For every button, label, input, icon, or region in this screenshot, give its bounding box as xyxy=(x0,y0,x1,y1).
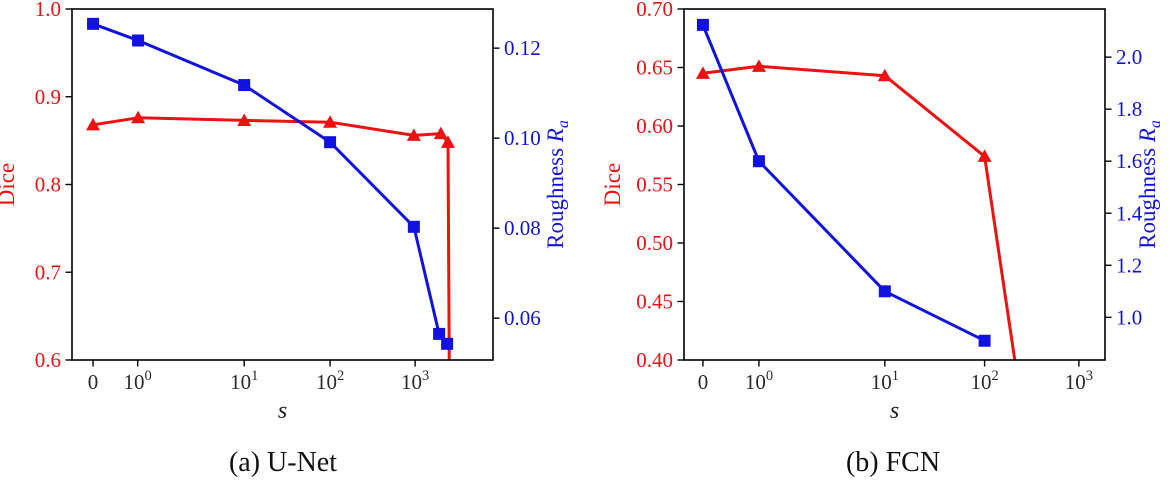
y-left-tick-label: 0.60 xyxy=(636,114,673,138)
x-axis-label: s xyxy=(890,398,899,424)
plot-unet: 0 100 101 102 103s0.60.70.80.91.0Dice0.060.0… xyxy=(0,0,572,424)
y-left-axis-label: Dice xyxy=(600,163,625,206)
y-left-tick-label: 0.6 xyxy=(35,348,61,372)
y-right-tick-label: 1.2 xyxy=(1116,253,1142,277)
y-axis-right: 1.0 1.2 1.4 1.6 1.8 2.0 Roughness Ra xyxy=(1105,45,1164,329)
marker-triangle xyxy=(695,66,710,79)
marker-triangle xyxy=(406,128,421,141)
marker-triangle xyxy=(440,135,455,148)
x-tick-label: 0 xyxy=(88,370,99,394)
x-axis: 0 100 101 102 103 s xyxy=(88,360,429,424)
y-left-tick-label: 1.0 xyxy=(35,0,61,21)
axes-spines xyxy=(683,8,1106,361)
marker-square xyxy=(87,17,100,30)
marker-square xyxy=(878,285,891,298)
y-right-tick-label: 0.08 xyxy=(504,216,541,240)
y-right-tick-label: 1.0 xyxy=(1116,305,1142,329)
x-tick-label: 101 xyxy=(230,368,258,394)
x-tick-label: 102 xyxy=(316,368,344,394)
marker-triangle xyxy=(323,115,338,128)
x-axis: 0 100 101 102 103 s xyxy=(698,360,1093,424)
marker-square xyxy=(407,220,420,233)
marker-square xyxy=(696,18,709,31)
marker-triangle xyxy=(877,68,892,82)
marker-square xyxy=(441,337,454,350)
x-axis-label: s xyxy=(278,398,287,424)
y-axis-left: 0.40 0.45 0.50 0.55 0.60 0.65 0.70 Dice xyxy=(600,0,684,372)
y-left-tick-label: 0.8 xyxy=(35,173,61,197)
caption-fcn: (b) FCN xyxy=(845,447,941,478)
marker-square xyxy=(324,136,337,149)
y-left-tick-label: 0.55 xyxy=(636,173,673,197)
y-left-tick-label: 0.50 xyxy=(636,231,673,255)
y-left-tick-label: 0.45 xyxy=(636,290,673,314)
y-left-tick-label: 0.9 xyxy=(35,85,61,109)
y-right-tick-label: 1.8 xyxy=(1116,97,1142,121)
marker-triangle xyxy=(751,59,766,72)
series-line-dice xyxy=(91,116,451,360)
marker-square xyxy=(752,155,765,168)
marker-square xyxy=(238,79,251,92)
y-axis-right: 0.06 0.08 0.10 0.12 Roughness Ra xyxy=(493,36,572,330)
series-layer xyxy=(695,18,1017,360)
y-right-axis-label: Roughness Ra xyxy=(543,120,572,249)
x-tick-label: 100 xyxy=(745,368,773,394)
y-left-axis-label: Dice xyxy=(0,163,19,206)
marker-square xyxy=(978,334,991,347)
y-left-tick-label: 0.70 xyxy=(636,0,673,21)
x-tick-label: 100 xyxy=(124,368,152,394)
x-tick-label: 101 xyxy=(871,368,899,394)
marker-triangle xyxy=(433,126,448,140)
marker-triangle xyxy=(131,110,146,124)
y-right-tick-label: 2.0 xyxy=(1116,45,1142,69)
y-left-tick-label: 0.65 xyxy=(636,56,673,80)
marker-square xyxy=(433,327,446,340)
y-right-tick-label: 0.12 xyxy=(504,36,541,60)
y-right-axis-label: Roughness Ra xyxy=(1135,120,1164,249)
series-line-roughness xyxy=(701,23,987,343)
caption-unet: (a) U-Net xyxy=(228,447,338,478)
marker-triangle xyxy=(86,117,101,131)
y-axis-left: 0.6 0.7 0.8 0.9 1.0 Dice xyxy=(0,0,72,372)
marker-triangle xyxy=(977,149,992,162)
plot-fcn: 0 100 101 102 103s0.400.450.500.550.600.650.… xyxy=(600,0,1164,424)
marker-square xyxy=(132,34,145,47)
marker-triangle xyxy=(237,113,252,126)
x-tick-label: 102 xyxy=(970,368,998,394)
series-line-roughness xyxy=(91,22,449,346)
figure-canvas: 0 100 101 102 103s0.60.70.80.91.0Dice0.060.0… xyxy=(0,0,1164,424)
x-tick-label: 103 xyxy=(1065,368,1093,394)
y-right-tick-label: 0.10 xyxy=(504,126,541,150)
y-left-tick-label: 0.7 xyxy=(35,260,61,284)
y-left-tick-label: 0.40 xyxy=(636,348,673,372)
series-layer xyxy=(86,17,455,360)
x-tick-label: 103 xyxy=(401,368,429,394)
y-right-tick-label: 1.6 xyxy=(1116,149,1142,173)
x-tick-label: 0 xyxy=(698,370,709,394)
axes-spines xyxy=(71,8,494,361)
y-right-tick-label: 1.4 xyxy=(1116,201,1143,225)
y-right-tick-label: 0.06 xyxy=(504,306,541,330)
